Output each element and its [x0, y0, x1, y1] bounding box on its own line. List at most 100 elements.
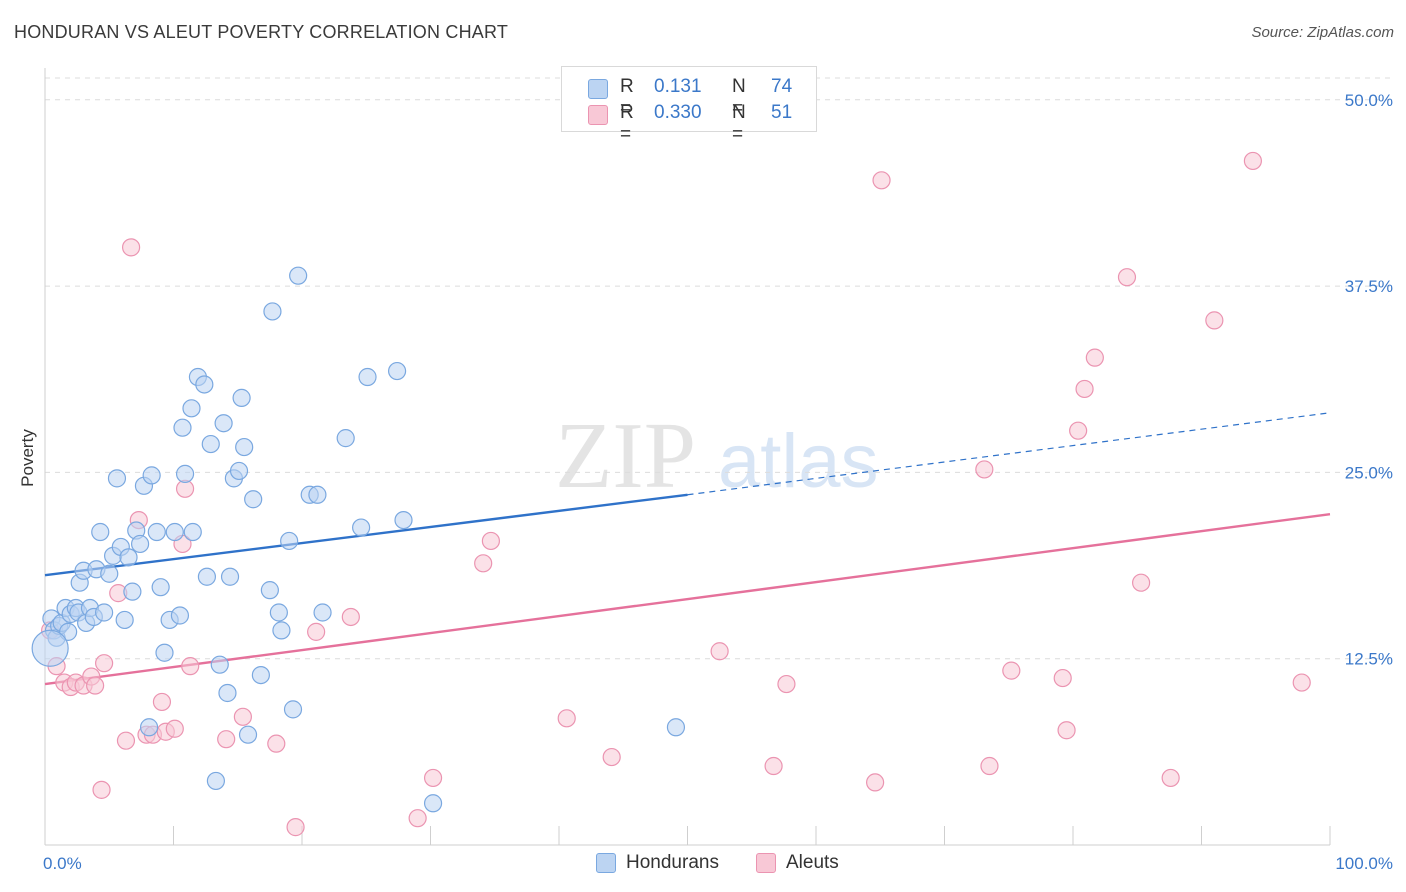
- aleut-point: [165, 719, 184, 738]
- honduran-point: [283, 700, 303, 719]
- honduran-point: [107, 469, 127, 488]
- aleut-point: [95, 654, 114, 673]
- y-tick-label: 50.0%: [1345, 91, 1393, 110]
- honduran-point: [147, 522, 166, 542]
- honduran-point: [394, 510, 413, 530]
- honduran-point: [358, 367, 377, 387]
- honduran-point: [218, 683, 237, 703]
- aleut-point: [286, 818, 305, 837]
- aleut-point: [307, 622, 326, 641]
- honduran-point: [123, 582, 142, 601]
- aleuts-n-value: 51: [771, 102, 793, 123]
- honduran-point: [352, 518, 371, 537]
- aleut-point: [267, 734, 286, 753]
- aleut-point: [980, 756, 999, 776]
- tick-labels: 12.5% 25.0% 37.5% 50.0% 0.0% 100.0%: [43, 91, 1393, 873]
- aleut-point: [975, 460, 994, 479]
- honduran-point: [308, 485, 327, 504]
- aleut-point: [474, 554, 493, 573]
- aleut-point: [152, 692, 172, 712]
- honduran-point: [214, 414, 233, 433]
- aleut-point: [1053, 668, 1072, 688]
- honduran-point: [31, 629, 69, 667]
- hondurans-r-label: R =: [620, 76, 634, 119]
- aleuts-legend-swatch: [756, 853, 776, 873]
- hondurans-trend-extension: [687, 412, 1331, 496]
- honduran-point: [232, 388, 251, 407]
- honduran-point: [666, 718, 686, 737]
- honduran-point: [95, 603, 114, 622]
- honduran-point: [387, 361, 407, 381]
- source-label: Source: ZipAtlas.com: [1251, 24, 1394, 41]
- aleut-point: [777, 674, 796, 694]
- watermark-zip: ZIP: [555, 404, 696, 508]
- aleut-point: [866, 773, 885, 792]
- grid: [45, 77, 1393, 660]
- aleuts-legend-label: Aleuts: [786, 852, 839, 873]
- aleut-point: [1132, 573, 1151, 592]
- aleut-point: [408, 809, 427, 828]
- aleuts-swatch: [588, 105, 608, 125]
- honduran-point: [197, 567, 217, 586]
- aleut-point: [872, 171, 891, 190]
- honduran-point: [272, 621, 291, 640]
- y-tick-label: 12.5%: [1345, 650, 1393, 669]
- y-axis-label: Poverty: [18, 429, 37, 487]
- honduran-point: [130, 534, 150, 554]
- axes: [44, 68, 1331, 846]
- honduran-point: [280, 531, 299, 551]
- aleut-point: [181, 657, 200, 676]
- honduran-point: [201, 434, 220, 454]
- aleuts-trend-line: [44, 512, 1331, 686]
- aleut-point: [341, 607, 360, 627]
- honduran-point: [313, 603, 332, 622]
- aleut-point: [233, 707, 252, 726]
- honduran-point: [155, 643, 174, 662]
- aleuts-n-label: N =: [732, 102, 746, 145]
- aleut-point: [121, 238, 141, 257]
- honduran-point: [206, 771, 226, 791]
- honduran-point: [235, 437, 254, 457]
- honduran-point: [165, 522, 184, 542]
- honduran-point: [91, 522, 110, 542]
- hondurans-n-label: N =: [732, 76, 746, 119]
- honduran-point: [269, 603, 288, 622]
- honduran-point: [251, 665, 270, 685]
- hondurans-legend-swatch: [596, 853, 616, 873]
- correlation-legend: R = 0.131 N = 74 R = 0.330 N = 51: [561, 66, 817, 145]
- aleut-points: [41, 151, 1311, 837]
- aleut-point: [1117, 268, 1137, 287]
- aleut-point: [1075, 379, 1094, 399]
- chart-title: HONDURAN VS ALEUT POVERTY CORRELATION CH…: [14, 22, 509, 42]
- hondurans-legend-label: Hondurans: [626, 852, 719, 873]
- hondurans-swatch: [588, 79, 608, 99]
- aleut-point: [1057, 721, 1076, 740]
- honduran-point: [151, 578, 170, 597]
- aleuts-r-label: R =: [620, 102, 634, 145]
- aleut-point: [1085, 348, 1104, 367]
- honduran-point: [183, 522, 202, 542]
- aleut-point: [92, 780, 111, 799]
- honduran-point: [195, 375, 214, 394]
- y-tick-label: 25.0%: [1345, 463, 1393, 482]
- aleut-point: [1069, 421, 1088, 440]
- aleut-point: [1205, 311, 1224, 330]
- aleut-point: [1292, 673, 1311, 692]
- honduran-point: [139, 718, 159, 737]
- honduran-point: [244, 490, 263, 509]
- aleut-point: [423, 768, 443, 788]
- honduran-points: [31, 266, 686, 813]
- honduran-point: [423, 794, 443, 813]
- hondurans-r-value: 0.131: [654, 76, 702, 97]
- honduran-point: [175, 464, 195, 483]
- honduran-point: [142, 466, 161, 485]
- x-tick-label: 100.0%: [1335, 854, 1393, 873]
- honduran-point: [220, 567, 240, 586]
- honduran-point: [173, 418, 192, 437]
- honduran-point: [229, 461, 249, 481]
- honduran-point: [119, 548, 138, 567]
- honduran-point: [263, 302, 282, 321]
- watermark-atlas: atlas: [718, 419, 879, 504]
- honduran-point: [115, 610, 134, 630]
